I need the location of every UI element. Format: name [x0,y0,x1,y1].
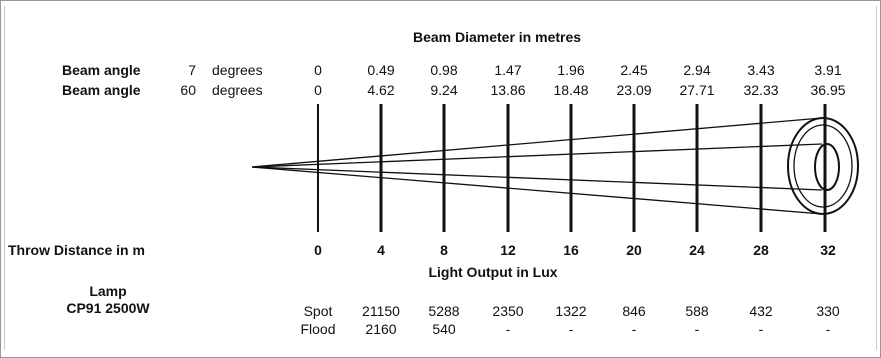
throw-distance-tick: 20 [626,242,642,258]
diameter-cell: 9.24 [430,82,458,98]
lux-cell: 2350 [492,303,524,319]
lux-cell: 2160 [365,321,397,337]
light-output-title: Light Output in Lux [428,264,558,280]
diameter-cell: 0 [314,82,322,98]
narrow-beam-edge [251,166,823,191]
narrow-beam-circle [814,143,840,191]
beam-angle-label: Beam angle [62,82,141,98]
lux-cell: 5288 [428,303,460,319]
diameter-cell: 18.48 [553,82,589,98]
diameter-cell: 3.91 [814,62,842,78]
lux-cell: - [825,321,831,337]
lux-cell: - [505,321,511,337]
lux-cell: - [631,321,637,337]
lamp-label: Lamp [89,283,127,299]
throw-distance-tick: 28 [753,242,769,258]
throw-distance-tick: 12 [500,242,516,258]
diameter-cell: 4.62 [367,82,395,98]
diameter-cell: 0.98 [430,62,458,78]
diameter-cell: 27.71 [679,82,715,98]
throw-distance-tick: 4 [377,242,385,258]
lux-cell: - [758,321,764,337]
lux-cell: - [568,321,574,337]
lux-cell: 588 [685,303,709,319]
left-rule [4,6,5,350]
diameter-cell: 1.96 [557,62,585,78]
throw-distance-tick: 32 [820,242,836,258]
diameter-cell: 2.94 [683,62,711,78]
right-rule [876,6,877,350]
lux-cell: 846 [622,303,646,319]
diameter-cell: 0.49 [367,62,395,78]
lux-cell: 540 [432,321,456,337]
throw-distance-tick: 16 [563,242,579,258]
throw-distance-tick: 0 [314,242,322,258]
throw-distance-tick: 24 [689,242,705,258]
diameter-cell: 0 [314,62,322,78]
beam-angle-unit: degrees [212,82,263,98]
wide-beam-circle [787,117,859,215]
diameter-cell: 36.95 [810,82,846,98]
beam-angle-value: 60 [180,82,196,98]
diameter-cell: 13.86 [490,82,526,98]
lux-cell: - [694,321,700,337]
lux-cell: 330 [816,303,840,319]
diameter-cell: 2.45 [620,62,648,78]
throw-distance-label: Throw Distance in m [8,242,145,258]
lux-cell: 21150 [362,303,400,319]
narrow-beam-edge [251,143,823,168]
beam-diameter-title: Beam Diameter in metres [412,29,582,45]
beam-angle-unit: degrees [212,62,263,78]
beam-angle-value: 7 [188,62,196,78]
wide-beam-edge [251,166,823,215]
diameter-cell: 1.47 [494,62,522,78]
beam-angle-label: Beam angle [62,62,141,78]
diameter-cell: 3.43 [747,62,775,78]
lux-cell: 1322 [555,303,587,319]
wide-beam-circle-inner [793,124,853,208]
wide-beam-edge [251,117,823,168]
diameter-cell: 32.33 [743,82,779,98]
lux-cell: 432 [749,303,773,319]
output-mode-label: Spot [303,303,333,319]
lamp-model: CP91 2500W [66,300,150,316]
diameter-cell: 23.09 [616,82,652,98]
output-mode-label: Flood [300,321,336,337]
throw-distance-tick: 8 [440,242,448,258]
